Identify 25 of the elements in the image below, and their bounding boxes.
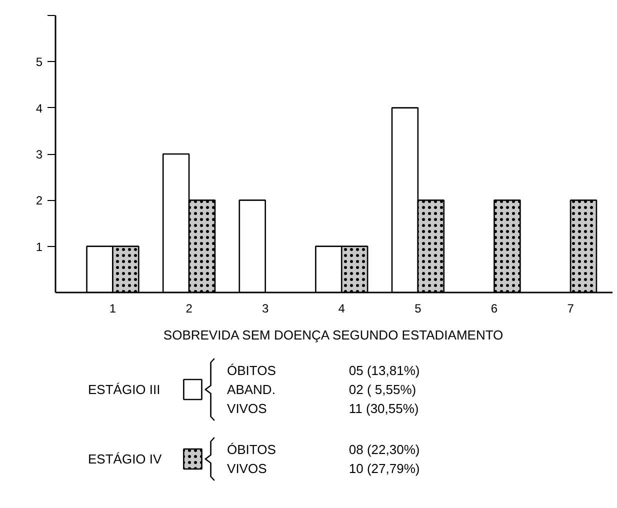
- x-tick-label: 1: [109, 302, 116, 316]
- y-tick-label: 4: [36, 101, 43, 116]
- x-tick-label: 2: [186, 302, 193, 316]
- text: 05 (13,81%): [348, 363, 420, 378]
- legend-label: ESTÁGIO III: [88, 382, 160, 397]
- x-tick-label: 6: [490, 302, 498, 316]
- text: ÓBITOS: [227, 363, 276, 378]
- text: 08 (22,30%): [348, 442, 420, 457]
- x-axis-title: SOBREVIDA SEM DOENÇA SEGUNDO ESTADIAMENTO: [163, 328, 504, 342]
- text: 10 (27,79%): [348, 461, 420, 476]
- text: VIVOS: [227, 461, 268, 476]
- y-tick-label: 5: [36, 55, 43, 70]
- y-tick-label: 3: [36, 148, 43, 162]
- text: ABAND.: [227, 382, 276, 397]
- x-tick-label: 5: [414, 302, 422, 316]
- x-tick-label: 4: [338, 302, 346, 316]
- x-tick-label: 7: [567, 302, 574, 316]
- text: ÓBITOS: [227, 442, 276, 457]
- legend-label: ESTÁGIO IV: [88, 452, 162, 466]
- y-tick-label: 2: [36, 194, 43, 208]
- text: 02 ( 5,55%): [348, 382, 416, 397]
- x-tick-label: 3: [262, 302, 269, 316]
- text: VIVOS: [227, 401, 268, 416]
- text: 11 (30,55%): [348, 401, 419, 416]
- y-tick-label: 1: [36, 240, 43, 254]
